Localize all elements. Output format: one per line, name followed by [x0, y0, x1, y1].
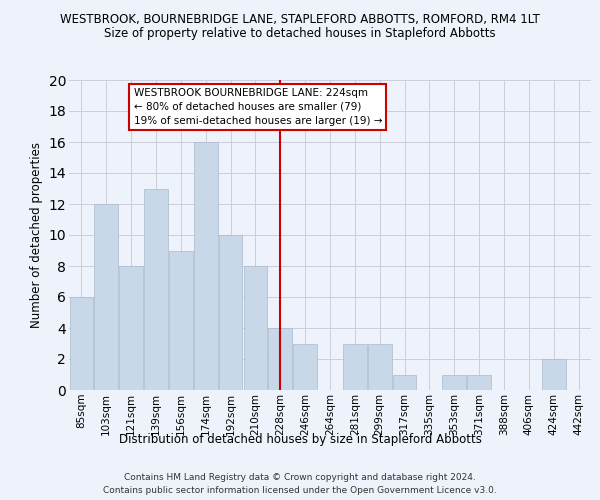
Bar: [70, 297, 93, 390]
Bar: [144, 188, 168, 390]
Bar: [194, 142, 218, 390]
Bar: [442, 374, 466, 390]
Text: Size of property relative to detached houses in Stapleford Abbotts: Size of property relative to detached ho…: [104, 28, 496, 40]
Bar: [219, 235, 242, 390]
Bar: [268, 328, 292, 390]
Text: Distribution of detached houses by size in Stapleford Abbotts: Distribution of detached houses by size …: [119, 432, 481, 446]
Text: WESTBROOK, BOURNEBRIDGE LANE, STAPLEFORD ABBOTTS, ROMFORD, RM4 1LT: WESTBROOK, BOURNEBRIDGE LANE, STAPLEFORD…: [60, 12, 540, 26]
Text: Contains HM Land Registry data © Crown copyright and database right 2024.: Contains HM Land Registry data © Crown c…: [124, 472, 476, 482]
Bar: [467, 374, 491, 390]
Bar: [94, 204, 118, 390]
Bar: [393, 374, 416, 390]
Text: Contains public sector information licensed under the Open Government Licence v3: Contains public sector information licen…: [103, 486, 497, 495]
Bar: [293, 344, 317, 390]
Text: WESTBROOK BOURNEBRIDGE LANE: 224sqm
← 80% of detached houses are smaller (79)
19: WESTBROOK BOURNEBRIDGE LANE: 224sqm ← 80…: [134, 88, 382, 126]
Bar: [343, 344, 367, 390]
Bar: [119, 266, 143, 390]
Bar: [542, 359, 566, 390]
Y-axis label: Number of detached properties: Number of detached properties: [30, 142, 43, 328]
Bar: [368, 344, 392, 390]
Bar: [169, 250, 193, 390]
Bar: [244, 266, 267, 390]
